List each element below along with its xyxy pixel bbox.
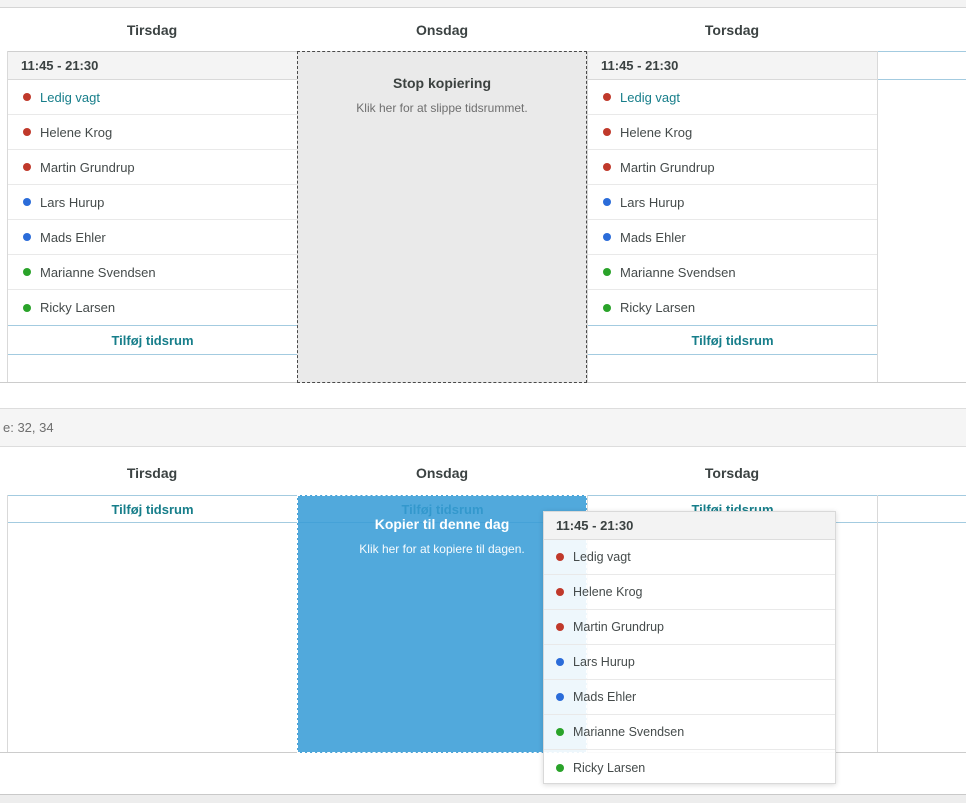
day-header-wednesday-week2: Onsdag xyxy=(415,464,469,481)
shift-row[interactable]: Mads Ehler xyxy=(8,220,297,255)
shift-row[interactable]: Martin Grundrup xyxy=(588,150,877,185)
shift-status-dot xyxy=(603,268,611,276)
shift-row[interactable]: Ricky Larsen xyxy=(8,290,297,325)
shift-row[interactable]: Ricky Larsen xyxy=(588,290,877,325)
shift-row[interactable]: Marianne Svendsen xyxy=(8,255,297,290)
shift-status-dot xyxy=(556,623,564,631)
add-timeslot-button[interactable]: Tilføj tidsrum xyxy=(8,495,297,523)
shift-row[interactable]: Martin Grundrup xyxy=(8,150,297,185)
dragged-timeslot-header: 11:45 - 21:30 xyxy=(544,512,835,540)
shift-name: Ledig vagt xyxy=(620,89,680,105)
shift-status-dot xyxy=(23,128,31,136)
shift-name: Marianne Svendsen xyxy=(40,264,156,280)
shift-row[interactable]: Ledig vagt xyxy=(8,80,297,115)
shift-status-dot xyxy=(23,233,31,241)
shift-row[interactable]: Marianne Svendsen xyxy=(588,255,877,290)
shift-row[interactable]: Ledig vagt xyxy=(544,540,835,575)
schedule-column-thursday: 11:45 - 21:30 Ledig vagt Helene Krog Mar… xyxy=(587,51,877,383)
shift-name: Ricky Larsen xyxy=(620,300,696,315)
timeslot-header[interactable]: 11:45 - 21:30 xyxy=(588,51,877,80)
shift-status-dot xyxy=(23,268,31,276)
shift-name: Ricky Larsen xyxy=(573,760,646,775)
copy-to-day-title: Kopier til denne dag xyxy=(374,516,510,532)
shift-row[interactable]: Mads Ehler xyxy=(544,680,835,715)
shift-name: Martin Grundrup xyxy=(40,159,135,175)
shift-row[interactable]: Lars Hurup xyxy=(588,185,877,220)
bottom-toolbar-edge xyxy=(0,794,966,803)
schedule-column-tuesday-week2: Tilføj tidsrum xyxy=(7,495,297,753)
shift-status-dot xyxy=(556,588,564,596)
shift-list: Ledig vagt Helene Krog Martin Grundrup L… xyxy=(8,80,297,325)
shift-name: Helene Krog xyxy=(40,124,113,140)
shift-row[interactable]: Helene Krog xyxy=(544,575,835,610)
add-timeslot-button[interactable]: Tilføj tidsrum xyxy=(878,51,966,80)
shift-status-dot xyxy=(603,303,611,312)
shift-status-dot xyxy=(603,198,611,206)
copy-to-day-subtitle: Klik her for at kopiere til dagen. xyxy=(359,542,525,556)
shift-status-dot xyxy=(603,128,611,136)
schedule-column-partial-right: Tilføj tidsrum xyxy=(877,51,966,383)
shift-name: Mads Ehler xyxy=(620,229,686,245)
copied-weeks-bar: e: 32, 34 xyxy=(0,408,966,447)
shift-status-dot xyxy=(23,198,31,206)
copy-to-day-dropzone[interactable]: Kopier til denne dag Klik her for at kop… xyxy=(297,495,587,753)
copied-weeks-text: e: 32, 34 xyxy=(3,420,54,435)
day-header-thursday-week2: Torsdag xyxy=(704,464,760,481)
shift-status-dot xyxy=(23,163,31,171)
shift-row[interactable]: Lars Hurup xyxy=(544,645,835,680)
shift-name: Mads Ehler xyxy=(40,229,106,245)
shift-status-dot xyxy=(556,693,564,701)
shift-name: Ricky Larsen xyxy=(40,300,116,315)
shift-status-dot xyxy=(23,93,31,101)
shift-status-dot xyxy=(556,763,564,772)
add-timeslot-button[interactable]: Tilføj tidsrum xyxy=(878,495,966,523)
shift-row[interactable]: Lars Hurup xyxy=(8,185,297,220)
shift-name: Ledig vagt xyxy=(40,89,100,105)
day-header-tuesday: Tirsdag xyxy=(126,21,178,38)
shift-name: Marianne Svendsen xyxy=(573,725,685,739)
day-header-tuesday-week2: Tirsdag xyxy=(126,464,178,481)
day-header-wednesday: Onsdag xyxy=(415,21,469,38)
shift-row[interactable]: Mads Ehler xyxy=(588,220,877,255)
shift-list: Ledig vagt Helene Krog Martin Grundrup L… xyxy=(588,80,877,325)
shift-name: Martin Grundrup xyxy=(620,159,715,175)
shift-row[interactable]: Helene Krog xyxy=(588,115,877,150)
shift-name: Lars Hurup xyxy=(620,194,685,210)
shift-row[interactable]: Martin Grundrup xyxy=(544,610,835,645)
schedule-column-partial-right-week2: Tilføj tidsrum xyxy=(877,495,966,753)
dragged-timeslot-panel: 11:45 - 21:30 Ledig vagt Helene Krog Mar… xyxy=(543,511,836,784)
stop-copy-dropzone[interactable]: Stop kopiering Klik her for at slippe ti… xyxy=(297,51,587,383)
shift-status-dot xyxy=(603,93,611,101)
stop-copy-title: Stop kopiering xyxy=(393,75,491,91)
stop-copy-subtitle: Klik her for at slippe tidsrummet. xyxy=(356,101,528,115)
shift-status-dot xyxy=(23,303,31,312)
shift-name: Martin Grundrup xyxy=(573,620,665,634)
shift-status-dot xyxy=(556,658,564,666)
shift-status-dot xyxy=(556,553,564,561)
shift-name: Mads Ehler xyxy=(573,690,637,704)
shift-status-dot xyxy=(556,728,564,736)
day-header-thursday: Torsdag xyxy=(704,21,760,38)
schedule-column-tuesday: 11:45 - 21:30 Ledig vagt Helene Krog Mar… xyxy=(7,51,297,383)
shift-row[interactable]: Ledig vagt xyxy=(588,80,877,115)
shift-row[interactable]: Ricky Larsen xyxy=(544,750,835,785)
shift-name: Lars Hurup xyxy=(573,655,635,669)
dragged-shift-list: Ledig vagt Helene Krog Martin Grundrup L… xyxy=(544,540,835,785)
top-toolbar-edge xyxy=(0,0,966,8)
shift-row[interactable]: Helene Krog xyxy=(8,115,297,150)
shift-row[interactable]: Marianne Svendsen xyxy=(544,715,835,750)
add-timeslot-button[interactable]: Tilføj tidsrum xyxy=(8,325,297,355)
shift-name: Lars Hurup xyxy=(40,194,105,210)
shift-status-dot xyxy=(603,233,611,241)
shift-name: Ledig vagt xyxy=(573,550,631,564)
shift-status-dot xyxy=(603,163,611,171)
shift-name: Helene Krog xyxy=(573,585,643,599)
timeslot-header[interactable]: 11:45 - 21:30 xyxy=(8,51,297,80)
shift-name: Helene Krog xyxy=(620,124,693,140)
add-timeslot-button[interactable]: Tilføj tidsrum xyxy=(588,325,877,355)
shift-name: Marianne Svendsen xyxy=(620,264,736,280)
